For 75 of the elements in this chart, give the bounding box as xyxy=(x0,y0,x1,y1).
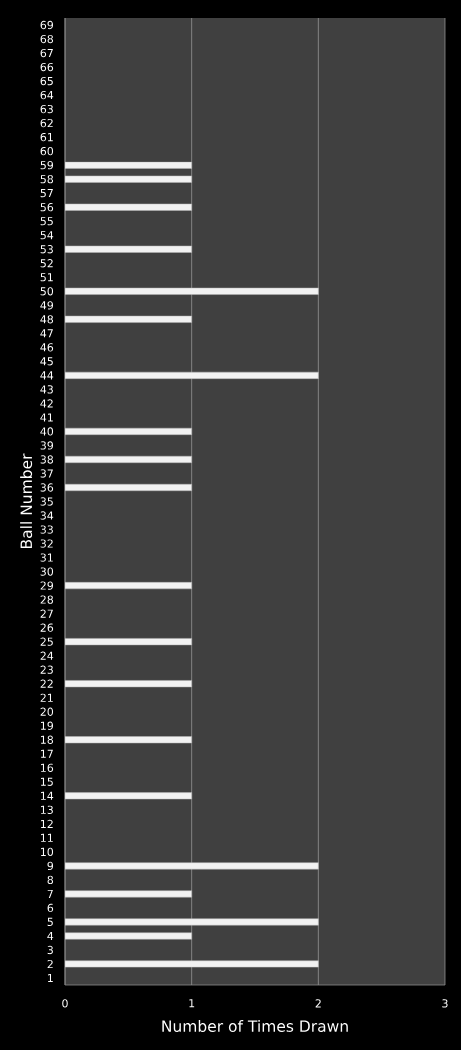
y-tick-label: 69 xyxy=(40,20,54,30)
y-tick-label: 9 xyxy=(47,861,54,871)
y-axis-title: Ball Number xyxy=(20,453,33,548)
y-tick-label: 61 xyxy=(40,132,53,142)
y-tick-label: 58 xyxy=(40,175,54,184)
x-tick-label: 2 xyxy=(315,999,321,1008)
y-tick-label: 67 xyxy=(40,48,53,58)
y-tick-label: 45 xyxy=(40,357,53,366)
y-tick-label: 56 xyxy=(40,203,54,212)
y-tick-label: 4 xyxy=(47,931,54,940)
y-tick-label: 3 xyxy=(47,945,53,955)
y-tick-label: 22 xyxy=(40,679,53,688)
y-tick-label: 42 xyxy=(40,399,53,408)
y-tick-label: 2 xyxy=(47,959,53,969)
y-tick-label: 65 xyxy=(40,76,53,86)
y-tick-label: 33 xyxy=(40,525,53,534)
y-tick-label: 38 xyxy=(40,455,54,464)
y-tick-label: 18 xyxy=(41,735,54,744)
y-tick-label: 43 xyxy=(40,385,53,394)
y-tick-label: 63 xyxy=(40,104,53,114)
y-tick-label: 48 xyxy=(40,315,54,324)
y-tick-label: 35 xyxy=(40,497,53,506)
y-tick-label: 66 xyxy=(40,62,54,72)
y-tick-label: 30 xyxy=(40,567,54,576)
y-tick-label: 64 xyxy=(40,90,54,100)
y-tick-label: 27 xyxy=(40,609,53,618)
y-tick-label: 51 xyxy=(40,273,53,282)
y-tick-label: 6 xyxy=(47,903,54,913)
y-tick-label: 44 xyxy=(40,371,54,380)
y-tick-label: 28 xyxy=(40,595,54,604)
y-tick-label: 57 xyxy=(40,189,53,198)
y-tick-label: 8 xyxy=(47,875,54,885)
y-tick-label: 52 xyxy=(40,259,53,268)
y-tick-label: 59 xyxy=(40,161,54,170)
y-tick-label: 37 xyxy=(40,469,53,478)
y-tick-label: 15 xyxy=(41,777,53,786)
y-tick-label: 16 xyxy=(41,763,54,772)
y-tick-label: 29 xyxy=(40,581,54,590)
y-tick-label: 1 xyxy=(48,974,53,983)
x-tick-label: 1 xyxy=(189,999,195,1008)
y-tick-label: 10 xyxy=(41,847,54,857)
y-tick-label: 60 xyxy=(40,146,54,156)
y-tick-label: 53 xyxy=(40,245,53,254)
y-tick-label: 62 xyxy=(40,118,53,128)
x-tick-label: 0 xyxy=(62,999,68,1008)
y-tick-label: 26 xyxy=(40,623,54,632)
y-tick-label: 19 xyxy=(41,721,54,730)
y-tick-label: 7 xyxy=(47,889,53,898)
y-tick-label: 12 xyxy=(41,819,53,828)
y-tick-label: 20 xyxy=(40,707,54,716)
y-tick-label: 36 xyxy=(40,483,54,492)
y-tick-label: 49 xyxy=(40,301,54,310)
y-tick-label: 14 xyxy=(41,791,54,800)
y-tick-label: 40 xyxy=(40,427,54,436)
y-tick-label: 68 xyxy=(40,34,54,44)
y-tick-label: 11 xyxy=(41,833,53,842)
y-tick-label: 25 xyxy=(40,637,53,646)
y-tick-label: 24 xyxy=(40,651,54,660)
y-tick-label: 50 xyxy=(40,287,54,296)
y-tick-label: 34 xyxy=(40,511,54,520)
y-tick-label: 39 xyxy=(40,441,54,450)
y-tick-label: 31 xyxy=(40,553,53,562)
y-tick-label: 23 xyxy=(40,665,53,674)
y-tick-label: 46 xyxy=(40,343,54,352)
x-axis-title: Number of Times Drawn xyxy=(162,1020,348,1033)
y-tick-label: 41 xyxy=(40,413,53,422)
y-tick-label: 17 xyxy=(41,749,53,758)
y-tick-label: 55 xyxy=(40,217,53,226)
y-tick-label: 54 xyxy=(40,231,54,240)
y-tick-label: 47 xyxy=(40,329,53,338)
x-tick-label: 3 xyxy=(442,999,448,1008)
y-tick-label: 5 xyxy=(47,917,53,927)
y-tick-label: 13 xyxy=(41,805,53,814)
y-tick-label: 32 xyxy=(40,539,53,548)
y-tick-label: 21 xyxy=(40,693,53,702)
